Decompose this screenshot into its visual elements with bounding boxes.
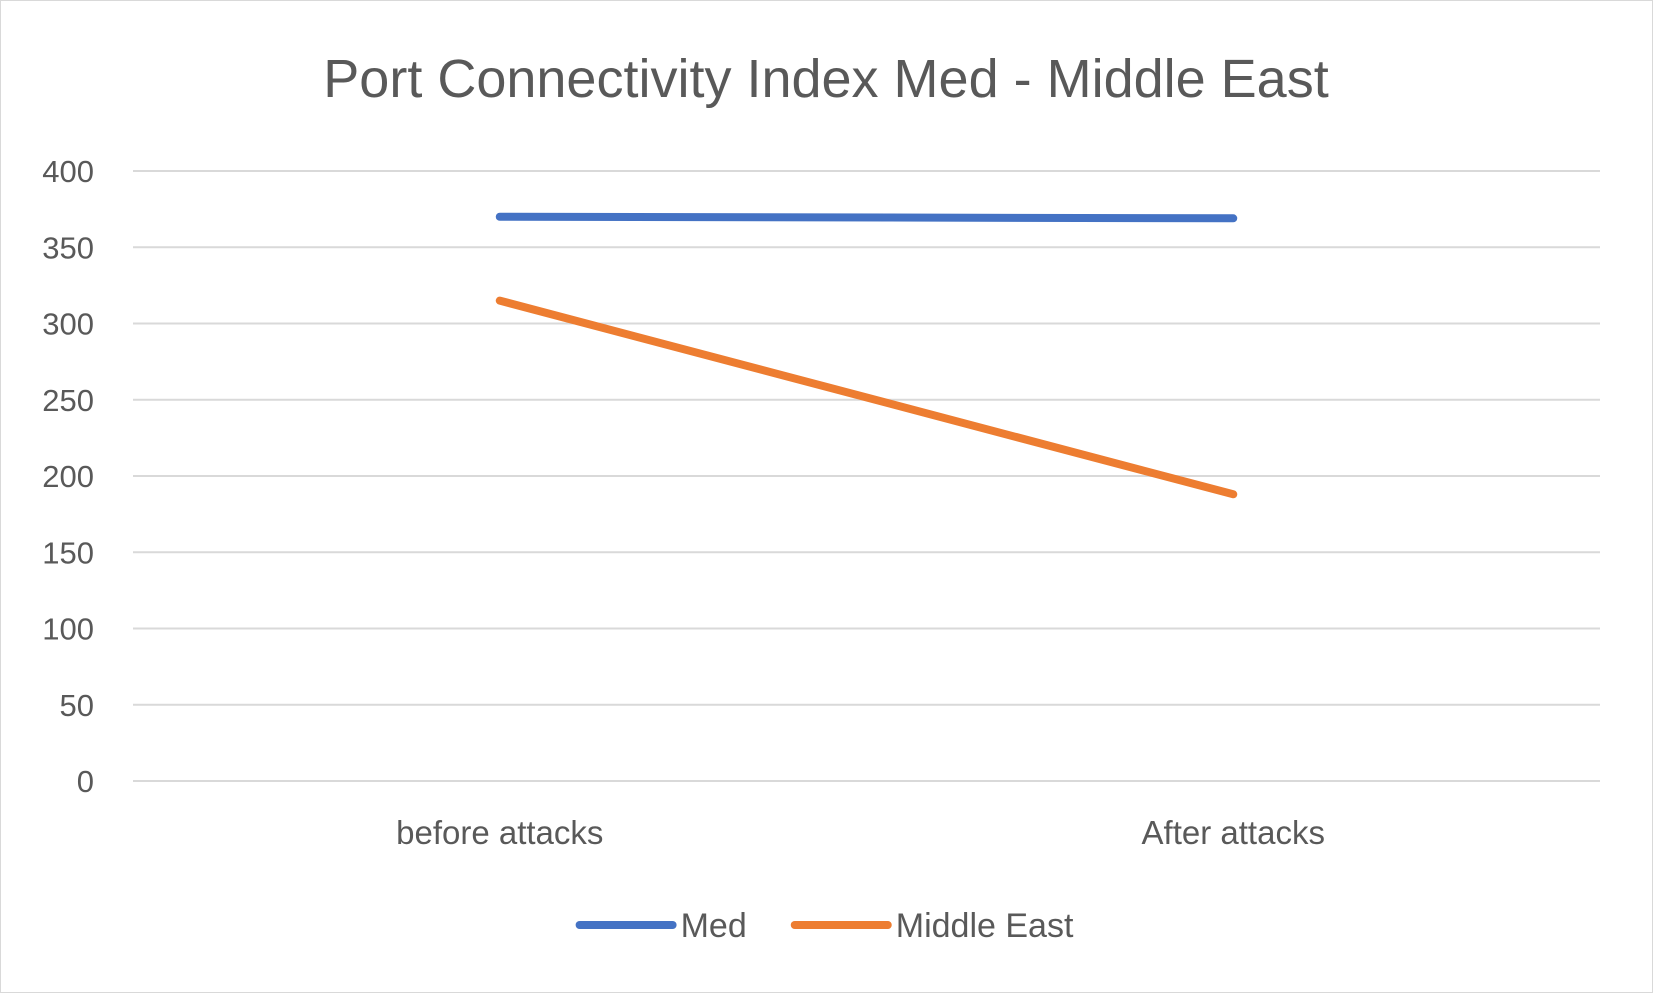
x-tick-label: After attacks — [1142, 814, 1325, 851]
y-tick-label: 300 — [42, 307, 94, 342]
series-lines — [495, 212, 1238, 499]
y-tick-label: 150 — [42, 535, 94, 570]
y-tick-label: 400 — [42, 154, 94, 189]
legend-item: Med — [575, 907, 747, 945]
y-tick-label: 350 — [42, 230, 94, 265]
gridlines — [133, 170, 1600, 782]
y-tick-label: 200 — [42, 459, 94, 494]
legend-label: Med — [681, 907, 747, 945]
x-axis-ticks: before attacks After attacks — [396, 814, 1325, 851]
y-tick-label: 250 — [42, 383, 94, 418]
y-axis-ticks: 0 50 100 150 200 250 300 350 400 — [42, 154, 94, 799]
series-line-middle-east — [495, 296, 1238, 499]
series-line-med — [495, 212, 1238, 223]
y-tick-label: 100 — [42, 612, 94, 647]
x-tick-label: before attacks — [396, 814, 603, 851]
y-tick-label: 0 — [77, 764, 94, 799]
chart-title: Port Connectivity Index Med - Middle Eas… — [323, 49, 1328, 109]
y-tick-label: 50 — [60, 688, 94, 723]
legend-item: Middle East — [790, 907, 1074, 945]
legend-label: Middle East — [896, 907, 1074, 945]
legend: Med Middle East — [575, 907, 1074, 945]
